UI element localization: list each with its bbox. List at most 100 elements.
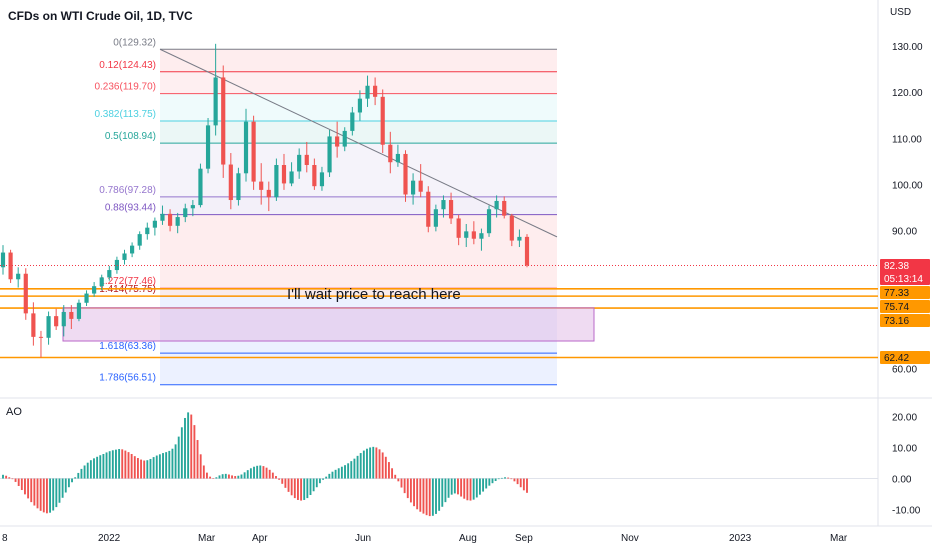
oscillator-bar: [39, 478, 42, 511]
candle-body: [304, 154, 309, 166]
candle-body: [221, 77, 226, 165]
oscillator-bar: [400, 478, 403, 488]
target-zone-rect[interactable]: [62, 307, 595, 342]
candle-body: [198, 168, 203, 206]
price-tick-label: 90.00: [892, 226, 917, 237]
time-tick-label: Sep: [515, 533, 533, 544]
fibonacci-level-label: 0.786(97.28): [99, 185, 156, 196]
oscillator-bar: [224, 473, 227, 479]
oscillator-bar: [105, 452, 108, 479]
candle-body: [183, 208, 188, 218]
time-tick-label: Nov: [621, 533, 639, 544]
oscillator-bar: [127, 452, 130, 479]
chart-title: CFDs on WTI Crude Oil, 1D, TVC: [8, 9, 193, 23]
price-tag: 77.33: [880, 286, 930, 300]
oscillator-bar: [290, 478, 293, 496]
oscillator-bar: [80, 468, 83, 479]
candle-body: [479, 233, 484, 239]
oscillator-bar: [397, 478, 400, 482]
oscillator-bar: [325, 476, 328, 479]
candle-body: [395, 153, 400, 163]
oscillator-bar: [331, 471, 334, 479]
fibonacci-band: [160, 143, 557, 197]
oscillator-bar: [500, 477, 503, 479]
oscillator-bar: [435, 478, 437, 514]
oscillator-bar: [340, 466, 343, 479]
oscillator-bar: [265, 467, 268, 479]
oscillator-bar: [469, 478, 472, 501]
oscillator-bar: [168, 450, 171, 479]
oscillator-bar: [187, 412, 190, 479]
candle-body: [319, 172, 325, 187]
oscillator-bar: [334, 469, 337, 479]
oscillator-bar: [130, 453, 133, 479]
oscillator-bar: [262, 466, 265, 479]
candle-body: [122, 253, 127, 260]
oscillator-bar: [11, 478, 14, 480]
fibonacci-level-label: 0.12(124.43): [99, 60, 156, 71]
candle-body: [380, 96, 385, 145]
trendline[interactable]: [159, 48, 558, 238]
oscillator-bar: [96, 456, 99, 479]
price-tag-bg: [880, 259, 930, 286]
oscillator-bar: [67, 478, 70, 488]
oscillator-bar: [381, 452, 384, 479]
candlestick-series: [0, 43, 530, 358]
candle-body: [46, 316, 51, 338]
candle-body: [8, 252, 13, 280]
fibonacci-band: [160, 121, 557, 144]
time-tick-label: Jun: [355, 533, 371, 544]
oscillator-bar: [391, 468, 394, 479]
oscillator-bar: [488, 478, 491, 486]
oscillator-bar: [284, 478, 287, 488]
candle-body: [92, 286, 97, 294]
oscillator-bar: [77, 472, 80, 479]
oscillator-bar: [309, 478, 312, 495]
oscillator-bar: [14, 478, 17, 482]
oscillator-bar: [300, 478, 303, 501]
candle-body: [167, 213, 173, 226]
price-tags: 82.38 05:13:14 77.33 75.74 73.16 62.42: [880, 259, 930, 365]
oscillator-bar: [162, 453, 164, 479]
candle-body: [0, 252, 6, 268]
candle-body: [137, 234, 142, 246]
oscillator-bar: [256, 465, 259, 479]
oscillator-bar: [347, 463, 350, 479]
oscillator-bar: [447, 478, 450, 498]
oscillator-bar: [36, 478, 39, 509]
oscillator-bar: [184, 417, 186, 479]
oscillator-bar: [202, 465, 205, 479]
candle-body: [61, 311, 66, 327]
price-tag-bg: [880, 300, 930, 314]
oscillator-bar: [177, 436, 180, 479]
candle-body: [502, 200, 507, 216]
oscillator-bar: [366, 448, 368, 479]
oscillator-bar: [243, 472, 246, 479]
oscillator-bar: [124, 450, 127, 479]
annotation-text[interactable]: I'll wait price to reach here: [287, 286, 461, 303]
oscillator-bar: [146, 460, 149, 479]
time-tick-label: 8: [2, 533, 8, 544]
awesome-oscillator-series: [2, 412, 528, 517]
candle-body: [517, 236, 522, 241]
oscillator-bar: [249, 468, 252, 479]
time-axis[interactable]: 8 2022 Mar Apr Jun Aug Sep Nov 2023 Mar: [2, 533, 848, 544]
oscillator-bar: [30, 478, 33, 503]
candle-body: [403, 153, 408, 195]
fibonacci-level-label: 0.382(113.75): [94, 109, 156, 120]
oscillator-bar: [196, 440, 199, 479]
price-axis[interactable]: 60.00 90.00 100.00 110.00 120.00 130.00: [892, 42, 923, 376]
oscillator-bar: [384, 456, 387, 479]
oscillator-bar: [303, 478, 306, 500]
candle-body: [494, 200, 499, 210]
candle-body: [426, 191, 431, 227]
candle-body: [236, 173, 241, 201]
candle-body: [388, 144, 393, 163]
candle-body: [441, 200, 446, 210]
candle-body: [114, 259, 120, 271]
oscillator-bar: [356, 455, 359, 479]
oscillator-bar: [2, 474, 4, 479]
oscillator-bar: [478, 478, 481, 495]
oscillator-bar: [457, 478, 459, 495]
